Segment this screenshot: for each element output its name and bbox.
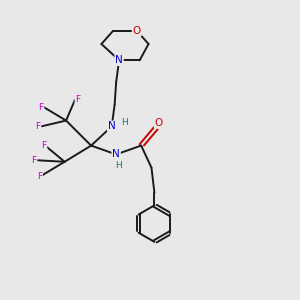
Text: F: F <box>75 95 80 104</box>
Text: H: H <box>121 118 128 127</box>
Text: N: N <box>112 149 120 159</box>
Text: H: H <box>115 161 122 170</box>
Text: O: O <box>155 118 163 128</box>
Text: F: F <box>31 156 36 165</box>
Text: N: N <box>115 55 123 65</box>
Text: N: N <box>108 122 116 131</box>
Text: F: F <box>38 103 43 112</box>
Text: O: O <box>133 26 141 36</box>
Text: F: F <box>35 122 41 131</box>
Text: F: F <box>41 141 46 150</box>
Text: F: F <box>37 172 42 181</box>
